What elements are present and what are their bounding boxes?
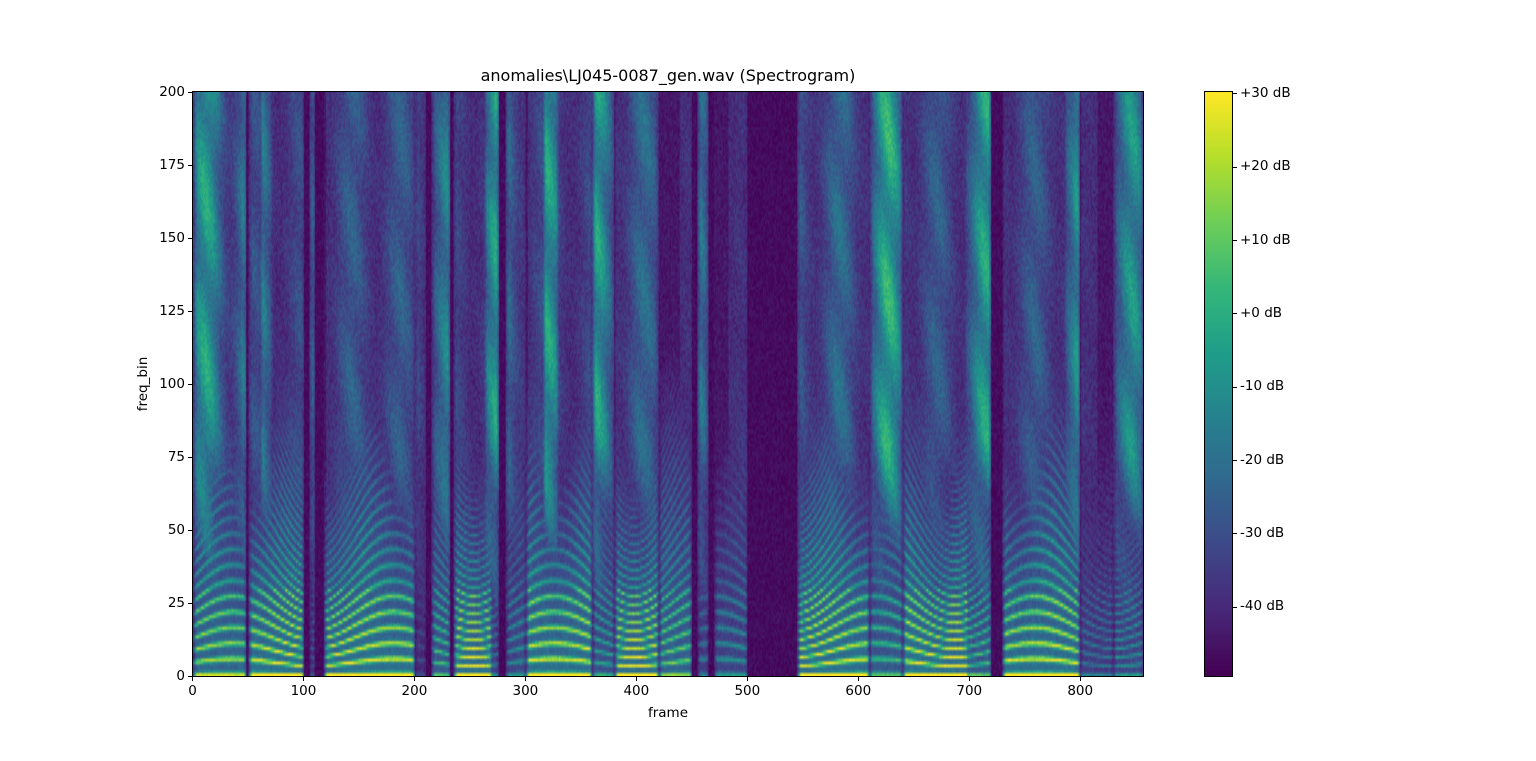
x-tick-mark (192, 677, 193, 681)
x-tick-label: 100 (290, 683, 317, 699)
x-tick-mark (302, 677, 304, 681)
colorbar-gradient (1205, 92, 1232, 676)
y-axis-label: freq_bin (135, 356, 151, 412)
y-tick-mark (188, 238, 192, 239)
colorbar-tick-label: +10 dB (1240, 231, 1291, 248)
spectrogram-heatmap (193, 92, 1143, 676)
x-tick-mark (413, 677, 415, 681)
x-tick-mark (857, 677, 859, 681)
x-tick-label: 600 (845, 683, 872, 699)
x-tick-label: 700 (956, 683, 983, 699)
y-tick-mark (188, 676, 192, 677)
y-tick-mark (188, 311, 192, 312)
plot-area (192, 91, 1144, 677)
chart-title: anomalies\LJ045-0087_gen.wav (Spectrogra… (480, 66, 856, 85)
x-tick-mark (1079, 677, 1081, 681)
y-tick-label: 200 (159, 83, 185, 100)
colorbar-tick-mark (1233, 386, 1237, 388)
colorbar-tick-label: +30 dB (1240, 84, 1291, 101)
x-tick-mark (746, 677, 748, 681)
colorbar-tick-label: -30 dB (1240, 524, 1285, 541)
x-tick-label: 800 (1067, 683, 1094, 699)
y-tick-mark (188, 457, 192, 458)
y-tick-label: 25 (167, 594, 185, 611)
x-tick-mark (635, 677, 637, 681)
y-tick-label: 150 (159, 229, 185, 246)
colorbar-tick-mark (1233, 460, 1237, 462)
x-tick-label: 200 (401, 683, 428, 699)
colorbar-tick-mark (1233, 93, 1237, 95)
x-axis-label: frame (647, 705, 689, 721)
x-tick-mark (524, 677, 526, 681)
colorbar-tick-mark (1233, 240, 1237, 242)
y-tick-label: 100 (159, 375, 185, 392)
y-tick-label: 0 (176, 667, 185, 684)
y-tick-mark (188, 530, 192, 531)
y-tick-mark (188, 92, 192, 93)
y-tick-label: 125 (159, 302, 185, 319)
y-tick-label: 175 (159, 156, 185, 173)
colorbar-tick-label: +20 dB (1240, 158, 1291, 175)
x-tick-mark (968, 677, 970, 681)
x-tick-label: 300 (512, 683, 539, 699)
colorbar-tick-label: -20 dB (1240, 451, 1285, 468)
x-tick-label: 0 (188, 683, 197, 699)
colorbar-tick-mark (1233, 166, 1237, 168)
colorbar-tick-mark (1233, 606, 1237, 608)
colorbar-tick-mark (1233, 533, 1237, 535)
y-tick-mark (188, 384, 192, 385)
y-tick-mark (188, 165, 192, 166)
colorbar-tick-label: -10 dB (1240, 378, 1285, 395)
x-tick-label: 500 (734, 683, 761, 699)
colorbar-tick-mark (1233, 313, 1237, 315)
colorbar-tick-label: +0 dB (1240, 304, 1283, 321)
x-tick-label: 400 (623, 683, 650, 699)
y-tick-label: 75 (167, 448, 185, 465)
y-tick-label: 50 (167, 521, 185, 538)
colorbar (1204, 91, 1233, 677)
y-tick-mark (188, 603, 192, 604)
colorbar-tick-label: -40 dB (1240, 598, 1285, 615)
